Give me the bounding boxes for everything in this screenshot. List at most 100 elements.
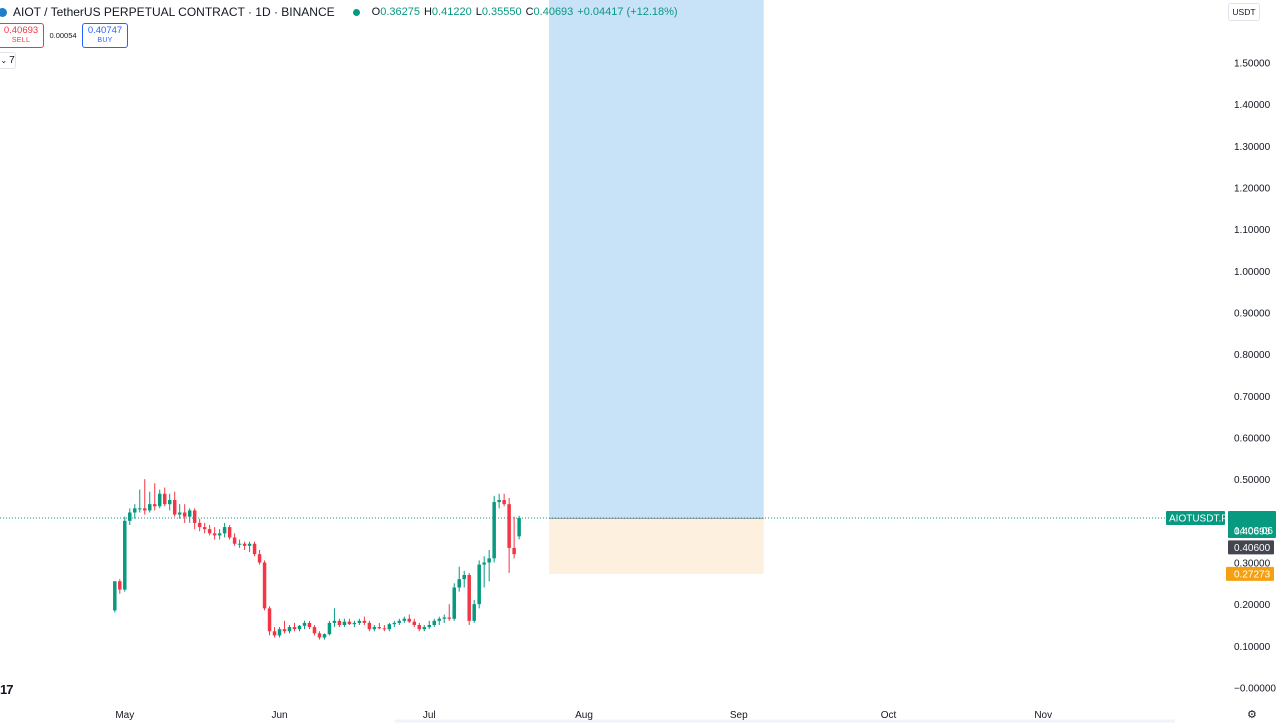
symbol-tag: AIOTUSDT.P (1166, 510, 1228, 525)
countdown-label: 14:06:06 (1234, 526, 1273, 537)
candle-body (287, 627, 292, 632)
time-tick-label: Nov (1034, 710, 1052, 721)
indicators-count: 7 (9, 55, 15, 66)
candle-body (307, 622, 312, 628)
chevron-down-icon: ⌄ (0, 56, 8, 65)
candle-body (387, 624, 392, 630)
candle-body (442, 617, 446, 619)
candle-body (177, 512, 182, 515)
candles-group (113, 479, 521, 640)
price-tick-label: 1.40000 (1234, 100, 1271, 111)
candle-body (197, 522, 202, 528)
candle-body (297, 625, 302, 630)
candle-body (118, 581, 122, 590)
candle-body (202, 527, 207, 530)
sell-label: SELL (11, 36, 31, 44)
candle-body (227, 527, 232, 538)
trade-panel: 0.40693 SELL 0.00054 0.40747 BUY (0, 23, 128, 48)
candle-body (432, 620, 437, 625)
candle-body (207, 529, 212, 534)
candle-body (482, 562, 486, 565)
market-status-icon[interactable] (352, 8, 360, 16)
candle-body (157, 493, 162, 507)
candle-body (267, 608, 272, 632)
candle-body (277, 629, 282, 636)
candle-body (402, 618, 407, 621)
price-tick-label: −0.00000 (1234, 684, 1276, 695)
price-tick-label: 1.30000 (1234, 142, 1271, 153)
ohlc-open: O0.36275 (371, 6, 420, 18)
stop-price-tag-text: 0.27273 (1234, 569, 1271, 580)
candle-body (357, 620, 362, 623)
candle-body (407, 618, 412, 622)
settings-icon[interactable]: ⚙ (1247, 709, 1257, 721)
candle-body (392, 622, 397, 625)
candle-body (347, 621, 352, 625)
candle-body (502, 500, 506, 505)
stop-zone[interactable] (549, 518, 764, 574)
candle-body (222, 527, 227, 534)
stop-price-tag: 0.27273 (1226, 566, 1274, 581)
indicators-toggle[interactable]: ⌄ 7 (0, 52, 16, 69)
ohlc-change: +0.04417 (+12.18%) (577, 6, 678, 18)
price-tick-label: 1.10000 (1234, 225, 1271, 236)
candle-body (422, 627, 427, 630)
candle-body (452, 587, 456, 619)
time-tick-label: May (115, 710, 134, 721)
chart-header: AIOT / TetherUS PERPETUAL CONTRACT · 1D … (0, 4, 678, 20)
candle-body (477, 564, 481, 605)
time-axis[interactable]: May Jun Jul Aug Sep Oct Nov (115, 710, 1175, 723)
sell-price: 0.40693 (3, 24, 39, 36)
candle-body (512, 547, 516, 555)
candle-body (397, 620, 402, 623)
currency-button[interactable]: USDT (1228, 3, 1260, 21)
buy-price: 0.40747 (87, 24, 123, 36)
candle-body (317, 633, 322, 638)
candle-body (377, 627, 382, 629)
candle-body (417, 625, 422, 630)
candle-body (123, 520, 127, 590)
price-tick-label: 0.20000 (1234, 600, 1271, 611)
candle-body (372, 627, 377, 630)
symbol-title[interactable]: AIOT / TetherUS PERPETUAL CONTRACT · 1D … (13, 5, 335, 19)
candle-body (507, 504, 511, 548)
time-tick-label: Aug (575, 710, 593, 721)
position-tool[interactable] (549, 0, 764, 574)
last-price-tag-bg (1228, 510, 1276, 538)
price-axis[interactable]: 1.50000 1.40000 1.30000 1.20000 1.10000 1.000… (1234, 59, 1276, 695)
candle-body (272, 631, 277, 636)
candle-body (282, 629, 287, 632)
buy-button[interactable]: 0.40747 BUY (82, 23, 128, 48)
candle-body (192, 510, 197, 523)
candle-body (187, 510, 192, 517)
candle-body (412, 621, 417, 625)
candle-body (262, 562, 267, 609)
candle-body (182, 512, 187, 517)
ohlc-high: H0.41220 (423, 6, 472, 18)
sell-button[interactable]: 0.40693 SELL (0, 23, 44, 48)
candle-body (242, 543, 247, 546)
price-tick-label: 0.60000 (1234, 434, 1271, 445)
candle-body (437, 618, 442, 621)
last-price-tag: 0.40693 (1228, 510, 1276, 538)
candle-body (152, 504, 157, 507)
spread-value: 0.00054 (49, 31, 77, 40)
candle-body (302, 622, 307, 626)
candle-body (517, 517, 521, 537)
candle-body (162, 493, 167, 505)
candle-body (327, 622, 332, 635)
target-zone[interactable] (549, 0, 764, 519)
price-tick-label: 0.70000 (1234, 392, 1271, 403)
candle-body (427, 625, 432, 628)
candle-body (342, 621, 347, 625)
last-price-tag-text: 0.40693 (1234, 526, 1271, 537)
candle-body (337, 620, 342, 625)
price-tick-label: 0.90000 (1234, 309, 1271, 320)
candle-body (143, 508, 147, 511)
price-tick-label: 1.20000 (1234, 184, 1271, 195)
candle-body (362, 620, 367, 623)
time-tick-label: Jul (423, 710, 436, 721)
symbol-tag-text: AIOTUSDT.P (1169, 513, 1228, 524)
tradingview-logo-icon[interactable]: 17 (0, 682, 14, 697)
